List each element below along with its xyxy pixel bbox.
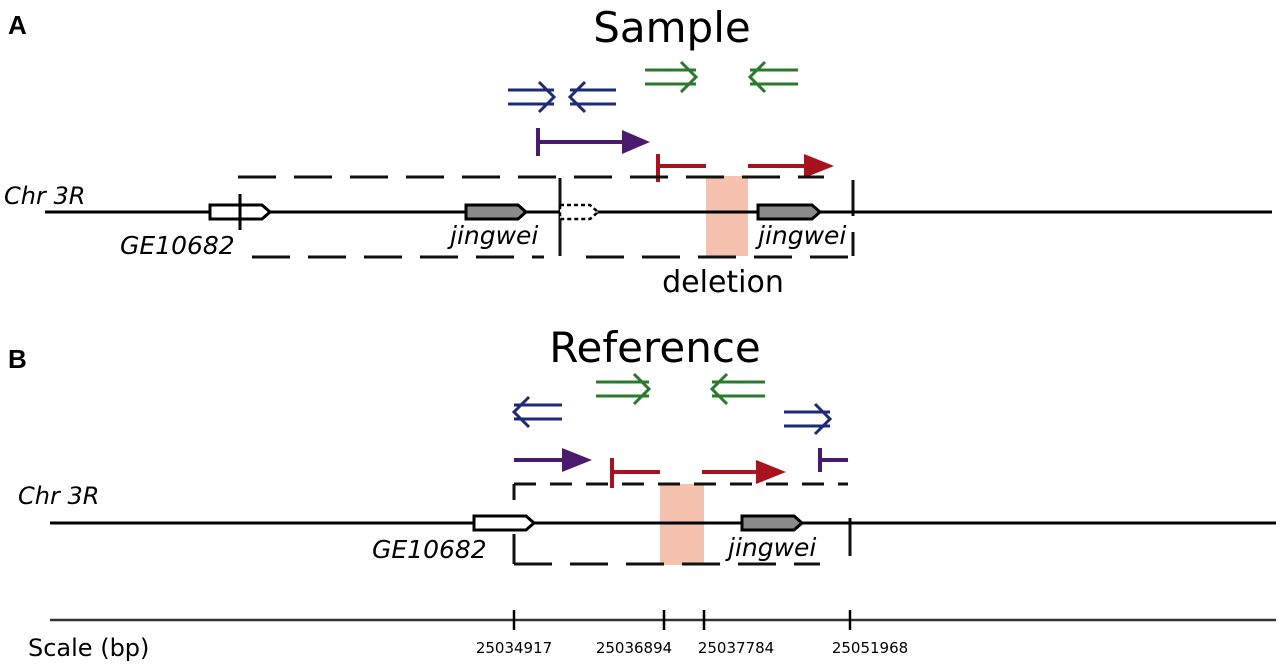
panel-b-primer-reverse-green <box>709 372 765 406</box>
scale-tick-label-1: 25034917 <box>476 639 552 657</box>
panel-b-gene-jingwei <box>740 514 805 532</box>
panel-b-primer-forward-green <box>596 372 652 406</box>
panel-b: B Reference <box>8 323 1276 566</box>
panel-a-read-red <box>656 154 834 182</box>
scale-label: Scale (bp) <box>28 634 149 662</box>
panel-a-gene-jingwei-2 <box>756 203 823 221</box>
panel-a-read-purple <box>536 128 650 156</box>
scale-bar: Scale (bp) 25034917 25036894 25037784 25… <box>28 610 1276 662</box>
panel-b-letter: B <box>8 344 27 374</box>
panel-b-read-red <box>610 458 786 488</box>
panel-a-deletion-label: deletion <box>662 265 784 300</box>
scale-tick-label-2: 25036894 <box>596 639 672 657</box>
panel-a-primer-forward-blue <box>508 80 557 114</box>
panel-a-chromosome-label: Chr 3R <box>4 182 85 210</box>
scale-tick-label-4: 25051968 <box>832 639 908 657</box>
panel-a-jingwei-label-1: jingwei <box>447 221 538 250</box>
panel-b-ge10682-label: GE10682 <box>372 535 487 564</box>
scale-tick-label-3: 25037784 <box>698 639 774 657</box>
panel-a-title: Sample <box>593 3 750 52</box>
panel-b-primer-forward-blue <box>784 402 833 436</box>
panel-a-deletion-region <box>706 176 748 256</box>
panel-a-primer-forward-green <box>645 60 699 94</box>
panel-a: A Sample <box>4 3 1272 300</box>
panel-b-title: Reference <box>549 323 761 372</box>
panel-a-letter: A <box>8 10 27 40</box>
panel-a-primer-reverse-blue <box>567 80 616 114</box>
panel-b-chromosome-label: Chr 3R <box>18 482 99 510</box>
panel-b-primer-reverse-blue <box>511 395 562 429</box>
panel-a-ge10682-label: GE10682 <box>120 231 235 260</box>
panel-b-read-purple <box>514 448 592 472</box>
panel-a-gene-jingwei-1 <box>464 203 529 221</box>
panel-b-jingwei-label: jingwei <box>725 533 816 562</box>
panel-a-gene-partial <box>558 203 600 221</box>
panel-a-jingwei-label-2: jingwei <box>755 221 846 250</box>
panel-b-gene-ge10682 <box>472 514 537 532</box>
panel-b-dashed-region <box>512 482 852 566</box>
panel-b-read-purple-end <box>818 448 848 472</box>
panel-a-primer-reverse-green <box>747 60 798 94</box>
